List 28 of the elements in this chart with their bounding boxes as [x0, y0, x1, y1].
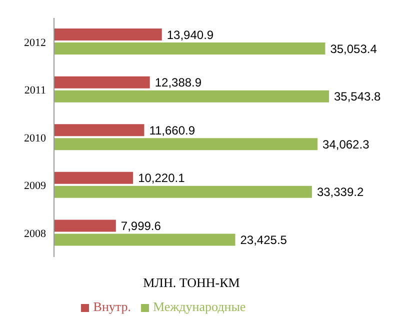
bar [54, 186, 312, 198]
data-label: 10,220.1 [138, 171, 186, 186]
y-tick-label: 2011 [24, 84, 46, 97]
bar [54, 234, 236, 246]
bar [54, 42, 326, 55]
data-label: 11,660.9 [149, 123, 196, 138]
data-label: 23,425.5 [240, 232, 288, 247]
bar [54, 220, 116, 232]
x-axis-title: МЛН. ТОНН-КМ [143, 275, 240, 290]
data-label: 7,999.6 [120, 218, 162, 233]
bar [54, 76, 150, 88]
y-tick-label: 2010 [24, 132, 46, 144]
bar [54, 138, 318, 150]
data-label: 35,543.8 [334, 90, 382, 104]
legend-label: Международные [153, 299, 246, 314]
y-tick-label: 2008 [24, 228, 46, 240]
y-tick-label: 2012 [24, 36, 46, 49]
data-label: 35,053.4 [330, 42, 378, 56]
bar [54, 28, 162, 41]
data-label: 13,940.9 [166, 28, 214, 42]
data-label: 34,062.3 [322, 137, 370, 152]
legend-label: Внутр. [93, 299, 132, 314]
bar [54, 124, 144, 136]
bar [54, 172, 134, 184]
y-tick-label: 2009 [24, 180, 46, 192]
bar [54, 90, 329, 102]
data-label: 12,388.9 [154, 76, 202, 90]
data-label: 33,339.2 [316, 185, 364, 200]
